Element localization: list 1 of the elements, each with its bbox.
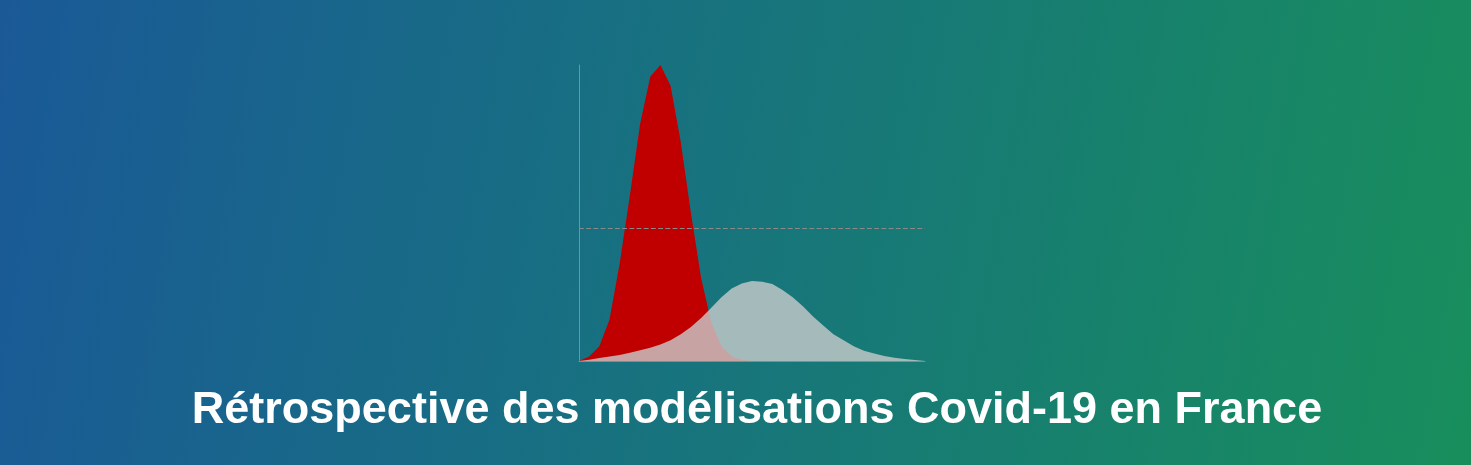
text: Rétrospective des modélisations Covid-19 en France (191, 382, 1323, 433)
